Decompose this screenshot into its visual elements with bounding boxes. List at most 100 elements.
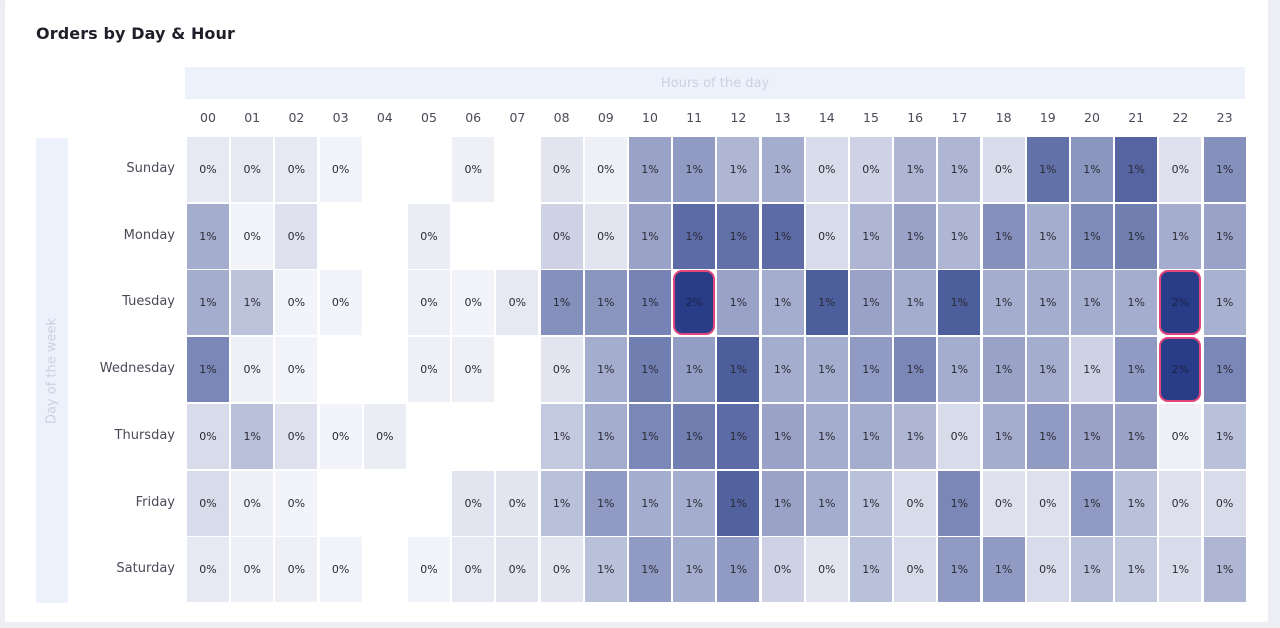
heatmap-cell[interactable]: 0%: [1203, 470, 1246, 536]
heatmap-cell[interactable]: 1%: [894, 203, 937, 269]
heatmap-cell[interactable]: 1%: [1115, 137, 1158, 202]
heatmap-cell[interactable]: 2%: [1159, 337, 1202, 403]
heatmap-cell[interactable]: 0%: [275, 537, 318, 603]
heatmap-cell[interactable]: 1%: [1071, 203, 1113, 269]
heatmap-cell[interactable]: 1%: [982, 270, 1025, 336]
heatmap-cell[interactable]: 0%: [496, 270, 539, 336]
heatmap-cell[interactable]: 1%: [1203, 137, 1246, 202]
heatmap-cell[interactable]: 1%: [1115, 470, 1158, 536]
heatmap-cell[interactable]: 1%: [982, 203, 1025, 269]
heatmap-cell[interactable]: 1%: [1071, 537, 1113, 603]
heatmap-cell[interactable]: 1%: [629, 537, 671, 603]
heatmap-cell[interactable]: 1%: [805, 470, 848, 536]
heatmap-cell[interactable]: 0%: [1159, 137, 1202, 202]
heatmap-cell[interactable]: 1%: [673, 137, 716, 202]
heatmap-cell[interactable]: 1%: [673, 470, 716, 536]
heatmap-cell[interactable]: 0%: [363, 403, 406, 469]
heatmap-cell[interactable]: 1%: [850, 270, 892, 336]
heatmap-cell[interactable]: 1%: [231, 270, 274, 336]
heatmap-cell[interactable]: 1%: [805, 270, 848, 336]
heatmap-cell[interactable]: 0%: [982, 137, 1025, 202]
heatmap-cell[interactable]: 1%: [761, 403, 804, 469]
heatmap-cell[interactable]: 0%: [408, 337, 450, 403]
heatmap-cell[interactable]: 1%: [761, 270, 804, 336]
heatmap-cell[interactable]: 1%: [629, 337, 671, 403]
heatmap-cell[interactable]: 0%: [496, 537, 539, 603]
heatmap-cell[interactable]: 1%: [717, 403, 760, 469]
heatmap-cell[interactable]: 0%: [231, 537, 274, 603]
heatmap-cell[interactable]: 1%: [673, 203, 716, 269]
heatmap-cell[interactable]: 1%: [673, 403, 716, 469]
heatmap-cell[interactable]: 1%: [938, 337, 981, 403]
heatmap-cell[interactable]: 1%: [1159, 537, 1202, 603]
heatmap-cell[interactable]: 1%: [850, 537, 892, 603]
heatmap-cell[interactable]: 0%: [231, 203, 274, 269]
heatmap-cell[interactable]: 1%: [894, 270, 937, 336]
heatmap-cell[interactable]: 1%: [717, 470, 760, 536]
heatmap-cell[interactable]: 1%: [187, 203, 229, 269]
heatmap-cell[interactable]: 0%: [187, 403, 229, 469]
heatmap-cell[interactable]: 0%: [452, 137, 495, 202]
heatmap-cell[interactable]: 1%: [629, 470, 671, 536]
heatmap-cell[interactable]: 0%: [187, 470, 229, 536]
heatmap-cell[interactable]: 0%: [187, 137, 229, 202]
heatmap-cell[interactable]: 0%: [761, 537, 804, 603]
heatmap-cell[interactable]: 0%: [275, 470, 318, 536]
heatmap-cell[interactable]: 0%: [408, 203, 450, 269]
heatmap-cell[interactable]: 1%: [231, 403, 274, 469]
heatmap-cell[interactable]: 1%: [1071, 270, 1113, 336]
heatmap-cell[interactable]: 2%: [1159, 270, 1202, 336]
heatmap-cell[interactable]: 1%: [187, 270, 229, 336]
heatmap-cell[interactable]: 1%: [1159, 203, 1202, 269]
heatmap-cell[interactable]: 1%: [584, 537, 627, 603]
heatmap-cell[interactable]: 2%: [673, 270, 716, 336]
heatmap-cell[interactable]: 1%: [938, 537, 981, 603]
heatmap-cell[interactable]: 0%: [319, 137, 362, 202]
heatmap-cell[interactable]: 1%: [850, 470, 892, 536]
heatmap-cell[interactable]: 1%: [850, 337, 892, 403]
heatmap-cell[interactable]: 0%: [805, 137, 848, 202]
heatmap-cell[interactable]: 1%: [717, 537, 760, 603]
heatmap-cell[interactable]: 1%: [717, 203, 760, 269]
heatmap-cell[interactable]: 1%: [938, 203, 981, 269]
heatmap-cell[interactable]: 1%: [629, 137, 671, 202]
heatmap-cell[interactable]: 1%: [938, 270, 981, 336]
heatmap-cell[interactable]: 1%: [761, 137, 804, 202]
heatmap-cell[interactable]: 1%: [717, 137, 760, 202]
heatmap-cell[interactable]: 0%: [319, 403, 362, 469]
heatmap-cell[interactable]: 0%: [408, 537, 450, 603]
heatmap-cell[interactable]: 1%: [1115, 270, 1158, 336]
heatmap-cell[interactable]: 1%: [673, 537, 716, 603]
heatmap-cell[interactable]: 1%: [187, 337, 229, 403]
heatmap-cell[interactable]: 0%: [275, 270, 318, 336]
heatmap-cell[interactable]: 0%: [540, 137, 583, 202]
heatmap-cell[interactable]: 0%: [231, 337, 274, 403]
heatmap-cell[interactable]: 1%: [982, 337, 1025, 403]
heatmap-cell[interactable]: 1%: [761, 203, 804, 269]
heatmap-cell[interactable]: 1%: [1203, 403, 1246, 469]
heatmap-cell[interactable]: 1%: [629, 203, 671, 269]
heatmap-cell[interactable]: 0%: [408, 270, 450, 336]
heatmap-cell[interactable]: 0%: [231, 470, 274, 536]
heatmap-cell[interactable]: 0%: [275, 203, 318, 269]
heatmap-cell[interactable]: 1%: [1026, 203, 1069, 269]
heatmap-cell[interactable]: 0%: [805, 203, 848, 269]
heatmap-cell[interactable]: 1%: [629, 270, 671, 336]
heatmap-cell[interactable]: 1%: [584, 470, 627, 536]
heatmap-cell[interactable]: 1%: [938, 137, 981, 202]
heatmap-cell[interactable]: 1%: [1071, 403, 1113, 469]
heatmap-cell[interactable]: 1%: [1203, 537, 1246, 603]
heatmap-cell[interactable]: 1%: [584, 403, 627, 469]
heatmap-cell[interactable]: 1%: [540, 270, 583, 336]
heatmap-cell[interactable]: 1%: [1026, 137, 1069, 202]
heatmap-cell[interactable]: 0%: [231, 137, 274, 202]
heatmap-cell[interactable]: 1%: [1071, 470, 1113, 536]
heatmap-cell[interactable]: 0%: [319, 537, 362, 603]
heatmap-cell[interactable]: 1%: [1026, 403, 1069, 469]
heatmap-cell[interactable]: 0%: [850, 137, 892, 202]
heatmap-cell[interactable]: 1%: [1115, 403, 1158, 469]
heatmap-cell[interactable]: 0%: [540, 203, 583, 269]
heatmap-cell[interactable]: 0%: [1159, 470, 1202, 536]
heatmap-cell[interactable]: 1%: [717, 337, 760, 403]
heatmap-cell[interactable]: 1%: [629, 403, 671, 469]
